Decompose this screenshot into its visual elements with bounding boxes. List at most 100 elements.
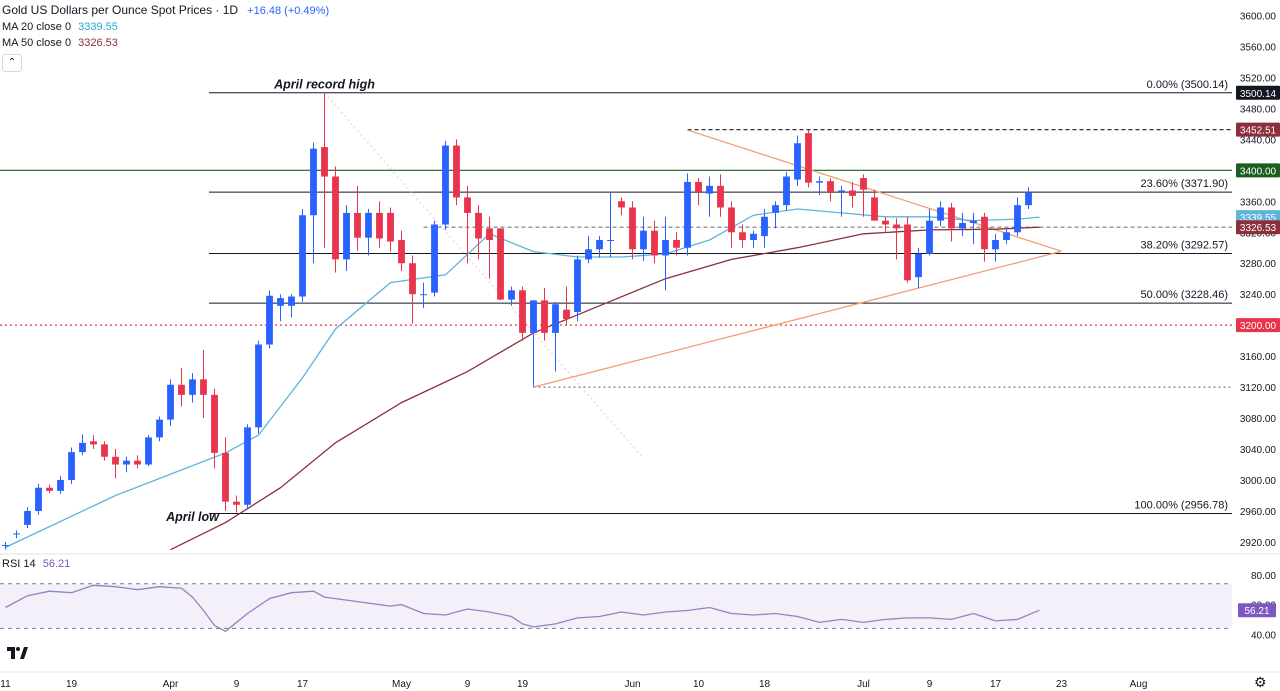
candle [123,456,130,473]
candle [156,416,163,442]
candle-body [783,176,790,206]
candle-body [563,309,570,319]
chart-legend: Gold US Dollars per Ounce Spot Prices · … [2,2,329,51]
rsi-line [5,584,1040,633]
candle-body [475,212,482,239]
candle [442,140,449,230]
candle [332,166,339,273]
candle-body [607,240,614,241]
time-tick-label: 9 [234,679,240,690]
candle [508,286,515,306]
price-badge-text: 3200.00 [1240,321,1277,332]
rsi-badge-text: 56.21 [1244,606,1269,617]
candle-body [90,441,97,445]
rsi-tick-label: 40.00 [1251,630,1276,641]
candle-body [299,215,306,297]
price-badge-bg [1236,318,1280,333]
ma50-label: MA 50 close 0 [2,37,72,49]
price-badge: 3500.14 [1236,85,1280,100]
candle-body [750,233,757,240]
candle-body [266,295,273,345]
candle [926,209,933,256]
candle [266,290,273,349]
candle [277,294,284,322]
candle [761,209,768,248]
candle [189,373,196,403]
candle [596,236,603,258]
candle-body [662,240,669,256]
candle [497,228,504,301]
candle [244,424,251,510]
price-tick-label: 3040.00 [1240,445,1277,456]
candle [948,202,955,242]
candle [640,216,647,261]
candle [574,255,581,322]
chevron-up-icon: ⌃ [7,57,17,68]
candle [431,220,438,297]
candle [134,455,141,469]
candle [882,216,889,233]
candle-body [486,228,493,240]
candle-body [288,296,295,306]
time-tick-label: 11 [0,679,11,690]
candle [893,218,900,260]
price-tick-label: 3480.00 [1240,104,1277,115]
candle-body [68,452,75,480]
rsi-band [0,583,1232,629]
candle [541,288,548,341]
candle [453,139,460,206]
candle [673,232,680,256]
triangle-lower-trendline [533,250,1062,388]
candle [981,212,988,262]
candle [1003,229,1010,244]
candle [805,130,812,188]
candle-body [904,224,911,281]
candle [145,435,152,467]
price-badge: 3400.00 [1236,163,1280,178]
candle-body [354,212,361,238]
candle-body [57,480,64,491]
candle [101,441,108,461]
collapse-legend-button[interactable]: ⌃ [2,54,22,72]
candle [530,300,537,388]
candle-body [453,145,460,198]
candle [1014,197,1021,237]
candle-body [46,487,53,491]
candle-body [739,232,746,240]
candle [519,286,526,341]
time-tick-label: 23 [1056,679,1068,690]
candle [46,484,53,494]
candle-body [343,212,350,260]
candle-body [970,220,977,223]
candle-body [332,176,339,260]
ma20-label: MA 20 close 0 [2,21,72,33]
candle-body [629,207,636,250]
candle-body [101,444,108,457]
time-tick-label: May [392,679,411,690]
candle [937,201,944,227]
candle [255,340,262,434]
gear-icon[interactable]: ⚙ [1254,674,1267,690]
candle [288,294,295,318]
price-badge-bg [1236,85,1280,100]
price-tick-label: 3360.00 [1240,197,1277,208]
candle-body [431,224,438,293]
candle [739,224,746,248]
price-tick-label: 3120.00 [1240,383,1277,394]
fib-level-label: 0.00% (3500.14) [1147,79,1228,91]
candle-body [365,212,372,238]
price-badge-bg [1236,122,1280,137]
candle [167,379,174,426]
candle-body [860,178,867,190]
rsi-tick-label: 80.00 [1251,571,1276,582]
candle-body [233,501,240,505]
rsi-pane [0,583,1232,633]
price-badge-text: 3326.53 [1240,223,1277,234]
candle-body [24,510,31,525]
candle [222,437,229,511]
chart-annotation: April low [165,510,220,524]
candle-body [926,220,933,254]
candle [838,185,845,217]
candle-body [959,222,966,229]
candle [563,286,570,326]
